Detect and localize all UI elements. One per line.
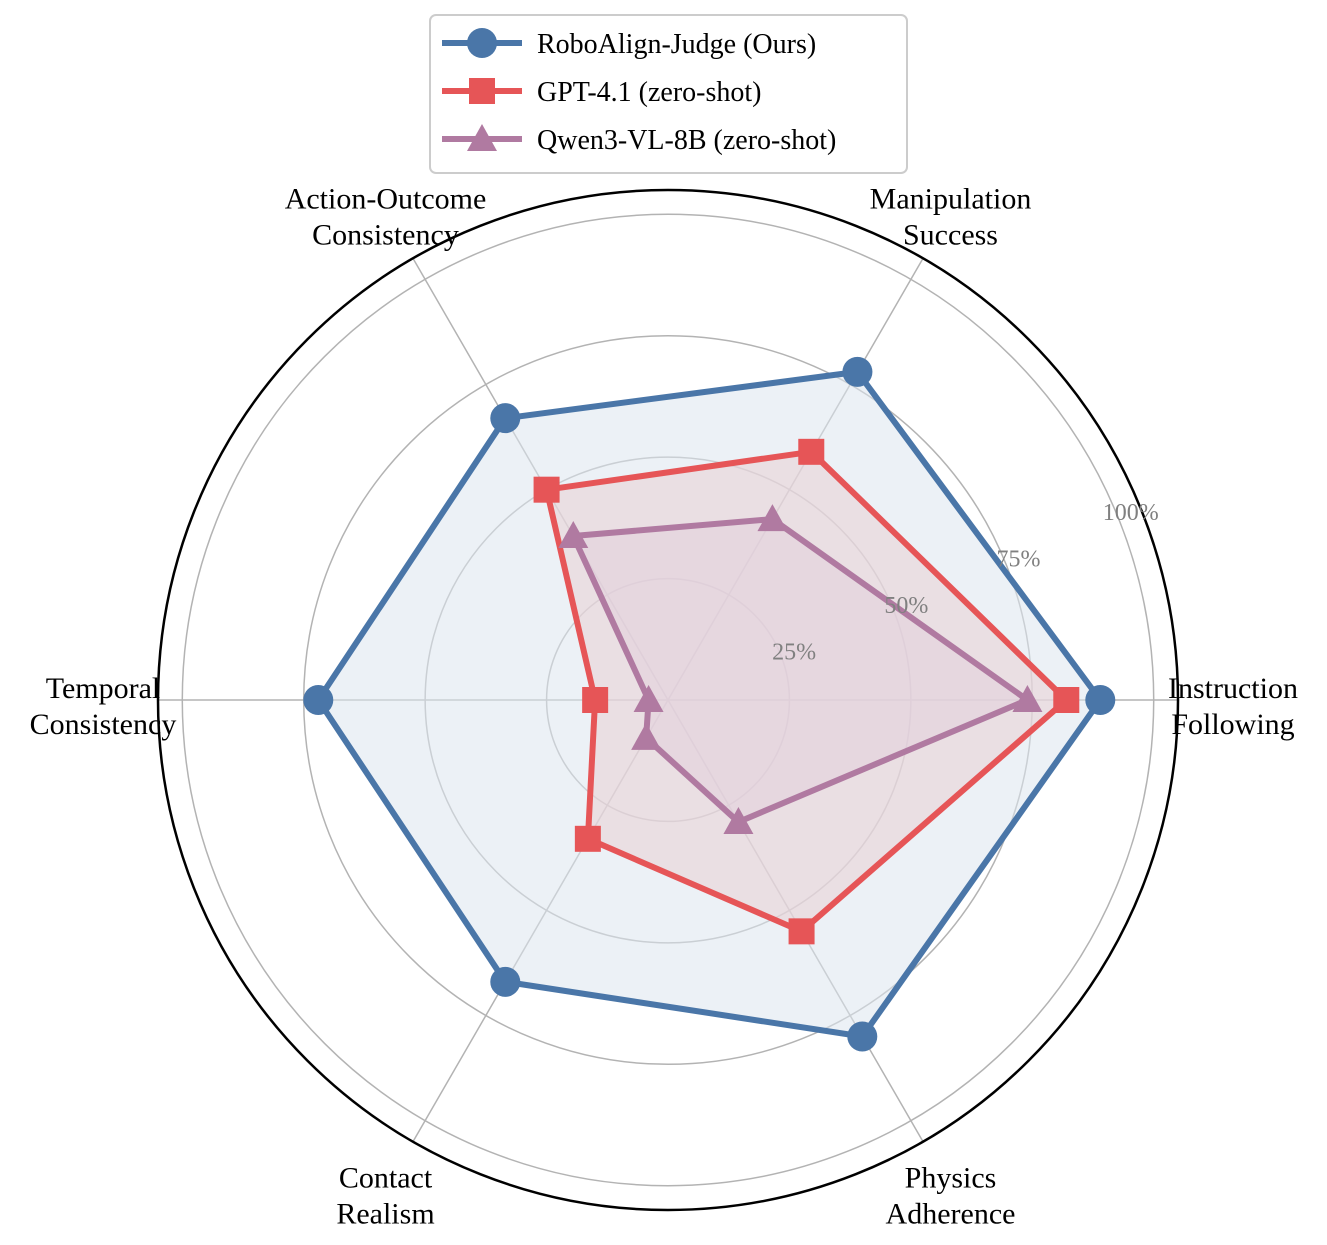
data-point-s0-5 bbox=[847, 1022, 877, 1052]
radial-tick-label: 25% bbox=[772, 640, 816, 666]
data-point-s0-4 bbox=[490, 967, 520, 997]
axis-label-1: Manipulation Success bbox=[870, 183, 1032, 252]
data-point-s0-0 bbox=[1085, 685, 1115, 715]
legend-label-1: GPT-4.1 (zero-shot) bbox=[537, 77, 761, 108]
data-point-s0-1 bbox=[842, 357, 872, 387]
data-point-s1-3 bbox=[582, 687, 608, 713]
radial-tick-label: 100% bbox=[1103, 500, 1159, 526]
series-fill-layer bbox=[318, 372, 1100, 1037]
axis-label-3: Temporal Consistency bbox=[30, 672, 177, 741]
legend-marker-0 bbox=[467, 28, 497, 58]
data-point-s1-1 bbox=[798, 439, 824, 465]
radial-tick-label: 75% bbox=[997, 547, 1041, 573]
axis-label-0: Instruction Following bbox=[1168, 672, 1298, 741]
data-point-s0-2 bbox=[490, 403, 520, 433]
data-point-s1-4 bbox=[575, 826, 601, 852]
legend: RoboAlign-Judge (Ours) GPT-4.1 (zero-shot… bbox=[430, 15, 907, 173]
legend-label-0: RoboAlign-Judge (Ours) bbox=[537, 29, 816, 60]
legend-label-2: Qwen3-VL-8B (zero-shot) bbox=[537, 125, 836, 156]
data-point-s1-0 bbox=[1053, 687, 1079, 713]
data-point-s1-5 bbox=[789, 918, 815, 944]
axis-label-2: Action-Outcome Consistency bbox=[285, 183, 487, 252]
data-point-s1-2 bbox=[534, 477, 560, 503]
axis-label-4: Contact Realism bbox=[336, 1161, 434, 1230]
radial-tick-label: 50% bbox=[884, 593, 928, 619]
data-point-s0-3 bbox=[303, 685, 333, 715]
legend-marker-1 bbox=[469, 78, 495, 104]
axis-label-5: Physics Adherence bbox=[886, 1161, 1016, 1230]
